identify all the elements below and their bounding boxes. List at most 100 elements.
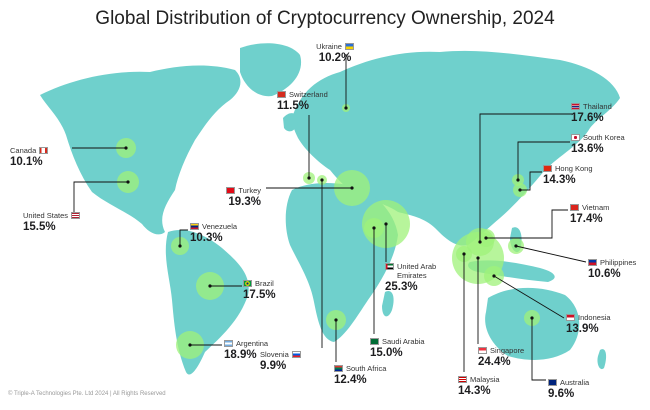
country-value: 12.4%: [334, 374, 367, 386]
country-name: Hong Kong: [555, 164, 593, 173]
leader-dot-switzerland: [307, 176, 311, 180]
label-singapore: Singapore 24.4%: [478, 346, 524, 368]
label-turkey: Turkey 19.3%: [205, 186, 261, 208]
leader-dot-ukraine: [344, 106, 348, 110]
label-argentina: Argentina 18.9%: [224, 339, 268, 361]
leader-dot-australia: [530, 316, 534, 320]
label-canada: Canada 10.1%: [10, 146, 49, 168]
country-name: South Korea: [583, 133, 625, 142]
flag-icon: [570, 204, 579, 211]
leader-dot-hong-kong: [518, 188, 522, 192]
country-name: Malaysia: [470, 375, 500, 384]
flag-icon: [334, 365, 343, 372]
flag-icon: [548, 379, 557, 386]
label-philippines: Philippines 10.6%: [588, 258, 636, 280]
label-malaysia: Malaysia 14.3%: [458, 375, 500, 397]
leader-line-united-states: [73, 181, 128, 214]
country-value: 18.9%: [224, 349, 257, 361]
country-value: 25.3%: [385, 281, 418, 293]
country-value: 15.0%: [370, 347, 403, 359]
leader-lines: [72, 54, 587, 381]
leader-dot-philippines: [514, 244, 518, 248]
flag-icon: [543, 165, 552, 172]
leader-line-hong-kong: [520, 171, 542, 191]
country-value: 17.4%: [570, 213, 603, 225]
map-title: Global Distribution of Cryptocurrency Ow…: [95, 8, 555, 29]
country-name: Australia: [560, 378, 590, 387]
country-value: 19.3%: [228, 196, 261, 208]
flag-icon: [571, 103, 580, 110]
leader-dot-malaysia: [462, 252, 466, 256]
leader-line-south-korea: [517, 141, 570, 180]
label-vietnam: Vietnam 17.4%: [570, 203, 609, 225]
flag-icon: [344, 43, 354, 50]
country-name: United Arab Emirates: [397, 262, 437, 280]
flag-icon: [71, 212, 81, 219]
country-name: Venezuela: [202, 222, 238, 231]
flag-icon: [370, 338, 379, 345]
leader-dot-argentina: [188, 343, 192, 347]
label-australia: Australia 9.6%: [548, 378, 589, 400]
country-name: Turkey: [238, 186, 261, 195]
country-value: 13.6%: [571, 143, 604, 155]
country-name: Slovenia: [260, 350, 289, 359]
label-switzerland: Switzerland 11.5%: [277, 90, 328, 112]
country-value: 17.6%: [571, 112, 604, 124]
leader-dots: [124, 106, 534, 347]
country-name: Singapore: [490, 346, 525, 355]
madagascar: [382, 290, 394, 317]
country-value: 10.6%: [588, 268, 621, 280]
greenland: [240, 43, 302, 97]
leader-dot-united-states: [126, 180, 130, 184]
label-thailand: Thailand 17.6%: [571, 102, 612, 124]
leader-line-venezuela: [179, 229, 188, 246]
leader-line-australia: [531, 318, 546, 381]
flag-icon: [571, 134, 580, 141]
country-value: 9.6%: [548, 388, 575, 400]
leader-dot-thailand: [478, 240, 482, 244]
new-zealand: [597, 349, 607, 370]
country-value: 10.2%: [318, 52, 352, 64]
flag-icon: [39, 147, 49, 154]
leader-dot-turkey: [350, 186, 354, 190]
label-hong-kong: Hong Kong 14.3%: [543, 164, 593, 186]
flag-icon: [458, 376, 467, 383]
label-south-korea: South Korea 13.6%: [571, 133, 625, 155]
leader-dot-saudi-arabia: [372, 226, 376, 230]
country-value: 9.9%: [260, 360, 287, 372]
country-value: 13.9%: [566, 323, 599, 335]
country-name: South Africa: [346, 364, 387, 373]
leader-line-indonesia: [493, 275, 565, 319]
flag-icon: [385, 263, 394, 270]
country-value: 11.5%: [277, 100, 309, 112]
label-indonesia: Indonesia 13.9%: [566, 313, 611, 335]
country-name: Saudi Arabia: [382, 337, 425, 346]
japan: [518, 116, 550, 182]
leader-line-vietnam: [486, 209, 568, 239]
label-united-states: United States 15.5%: [23, 211, 81, 233]
flag-icon: [226, 187, 236, 194]
label-saudi-arabia: Saudi Arabia 15.0%: [370, 337, 425, 359]
leader-dot-venezuela: [178, 244, 182, 248]
country-name: Canada: [10, 146, 37, 155]
flag-icon: [243, 280, 252, 287]
country-name: Vietnam: [582, 203, 610, 212]
country-name: Brazil: [255, 279, 274, 288]
country-name: Indonesia: [578, 313, 611, 322]
country-value: 14.3%: [458, 385, 491, 397]
flag-icon: [277, 91, 286, 98]
copyright-footer: © Triple-A Technologies Pte. Ltd 2024 | …: [8, 391, 166, 397]
flag-icon: [291, 351, 301, 358]
label-brazil: Brazil 17.5%: [243, 279, 276, 301]
leader-dot-south-africa: [334, 318, 338, 322]
leader-dot-canada: [124, 146, 128, 150]
country-name: Philippines: [600, 258, 637, 267]
country-name: Ukraine: [316, 42, 342, 51]
uk: [283, 113, 298, 132]
leader-dot-indonesia: [492, 274, 496, 278]
leader-dot-vietnam: [484, 236, 488, 240]
flag-icon: [478, 347, 487, 354]
label-uae: United Arab Emirates 25.3%: [385, 262, 449, 293]
country-name: Argentina: [236, 339, 269, 348]
